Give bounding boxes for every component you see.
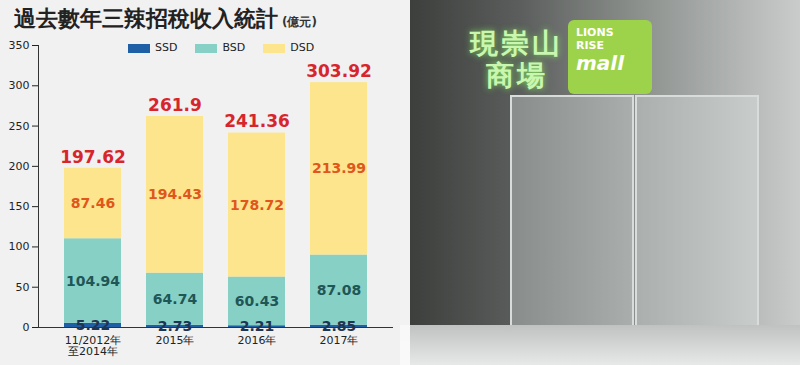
html-text:商場: 商場 xyxy=(485,59,548,92)
svg-text:87.46: 87.46 xyxy=(71,195,115,211)
svg-text:194.43: 194.43 xyxy=(148,186,202,202)
svg-text:300: 300 xyxy=(9,79,30,92)
svg-text:2016年: 2016年 xyxy=(238,334,277,347)
svg-text:5.22: 5.22 xyxy=(76,317,111,333)
html-text:DSD: DSD xyxy=(290,41,315,54)
svg-text:104.94: 104.94 xyxy=(66,272,120,288)
svg-text:100: 100 xyxy=(9,240,30,253)
svg-text:60.43: 60.43 xyxy=(235,293,279,309)
svg-text:178.72: 178.72 xyxy=(230,197,284,213)
svg-text:197.62: 197.62 xyxy=(60,147,126,167)
html-text:現崇山: 現崇山 xyxy=(470,27,563,60)
html-text:過去數年三辣招稅收入統計 (億元): 過去數年三辣招稅收入統計 (億元) xyxy=(14,6,317,31)
svg-text:303.92: 303.92 xyxy=(306,61,372,81)
svg-text:261.9: 261.9 xyxy=(148,95,202,115)
svg-text:0: 0 xyxy=(23,321,30,334)
svg-text:213.99: 213.99 xyxy=(312,160,366,176)
html-text:SSD: SSD xyxy=(155,41,178,54)
svg-text:11/2012年至2014年: 11/2012年至2014年 xyxy=(65,334,122,358)
svg-text:2015年: 2015年 xyxy=(156,334,195,347)
html-text:mall: mall xyxy=(576,51,624,75)
svg-text:50: 50 xyxy=(16,281,30,294)
svg-text:150: 150 xyxy=(9,200,30,213)
svg-text:87.08: 87.08 xyxy=(317,282,361,298)
html-text:BSD: BSD xyxy=(222,41,246,54)
html-text:RISE: RISE xyxy=(576,39,604,52)
svg-text:200: 200 xyxy=(9,160,30,173)
svg-text:2.21: 2.21 xyxy=(240,318,275,334)
html-text:LIONS: LIONS xyxy=(576,26,614,39)
svg-text:241.36: 241.36 xyxy=(224,111,290,131)
svg-text:64.74: 64.74 xyxy=(153,291,198,307)
svg-text:2.73: 2.73 xyxy=(158,318,193,334)
svg-text:350: 350 xyxy=(9,39,30,52)
svg-text:2017年: 2017年 xyxy=(320,334,359,347)
svg-text:2.85: 2.85 xyxy=(322,318,357,334)
svg-text:250: 250 xyxy=(9,120,30,133)
